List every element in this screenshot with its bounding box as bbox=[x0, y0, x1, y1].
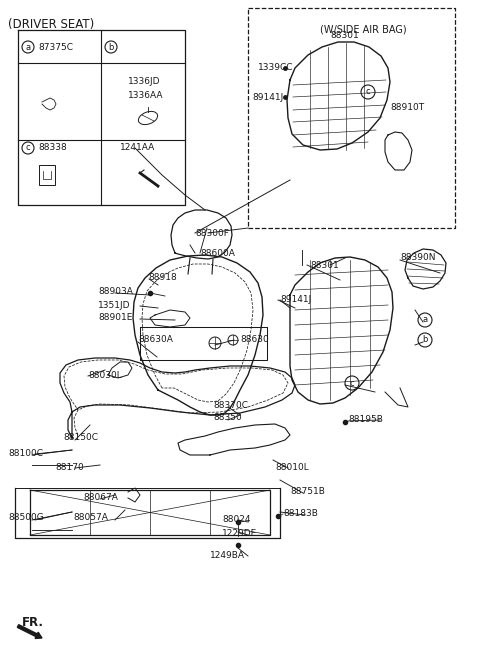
Text: 88910T: 88910T bbox=[390, 103, 424, 111]
Text: 1336AA: 1336AA bbox=[128, 90, 164, 99]
Text: 88390N: 88390N bbox=[400, 254, 435, 262]
Text: 1336JD: 1336JD bbox=[128, 78, 160, 86]
Text: b: b bbox=[422, 336, 428, 345]
FancyArrow shape bbox=[17, 625, 42, 638]
Text: 1249BA: 1249BA bbox=[210, 551, 245, 560]
Text: c: c bbox=[366, 88, 370, 97]
Text: 88903A: 88903A bbox=[98, 288, 133, 296]
Text: 1339CC: 1339CC bbox=[258, 63, 293, 73]
Text: 88150C: 88150C bbox=[63, 434, 98, 443]
Text: 88300F: 88300F bbox=[195, 228, 229, 237]
Text: 88630A: 88630A bbox=[138, 336, 173, 345]
Text: a: a bbox=[422, 315, 428, 324]
Text: 87375C: 87375C bbox=[38, 43, 73, 52]
Text: 88183B: 88183B bbox=[283, 509, 318, 519]
Text: FR.: FR. bbox=[22, 617, 44, 630]
Text: 1241AA: 1241AA bbox=[120, 143, 155, 152]
Text: 88301: 88301 bbox=[310, 260, 339, 269]
Text: 88301: 88301 bbox=[330, 31, 359, 39]
Text: c: c bbox=[350, 379, 354, 388]
Text: 88350: 88350 bbox=[213, 413, 242, 422]
Text: 88500G: 88500G bbox=[8, 513, 44, 523]
Text: 88195B: 88195B bbox=[348, 415, 383, 424]
Text: (W/SIDE AIR BAG): (W/SIDE AIR BAG) bbox=[320, 24, 407, 34]
Text: 88370C: 88370C bbox=[213, 400, 248, 409]
Text: 88751B: 88751B bbox=[290, 487, 325, 496]
Text: 88170: 88170 bbox=[55, 462, 84, 472]
Text: 88630: 88630 bbox=[240, 336, 269, 345]
Text: c: c bbox=[26, 143, 30, 152]
Text: a: a bbox=[25, 43, 31, 52]
Text: 88100C: 88100C bbox=[8, 449, 43, 458]
Text: 88901E: 88901E bbox=[98, 313, 132, 322]
Text: 88024: 88024 bbox=[222, 515, 251, 525]
Bar bbox=[39, 165, 55, 185]
Text: 89141J: 89141J bbox=[280, 296, 311, 305]
Text: b: b bbox=[108, 43, 114, 52]
Text: 88600A: 88600A bbox=[200, 249, 235, 258]
Text: 88067A: 88067A bbox=[83, 494, 118, 502]
Text: 88010L: 88010L bbox=[275, 462, 309, 472]
Text: 88030L: 88030L bbox=[88, 371, 122, 379]
Text: (DRIVER SEAT): (DRIVER SEAT) bbox=[8, 18, 94, 31]
Text: 88338: 88338 bbox=[38, 143, 67, 152]
Text: 1351JD: 1351JD bbox=[98, 300, 131, 309]
Text: 89141J: 89141J bbox=[252, 92, 283, 101]
Text: 88057A: 88057A bbox=[73, 513, 108, 523]
Text: 1229DE: 1229DE bbox=[222, 530, 257, 538]
Text: 88918: 88918 bbox=[148, 273, 177, 283]
